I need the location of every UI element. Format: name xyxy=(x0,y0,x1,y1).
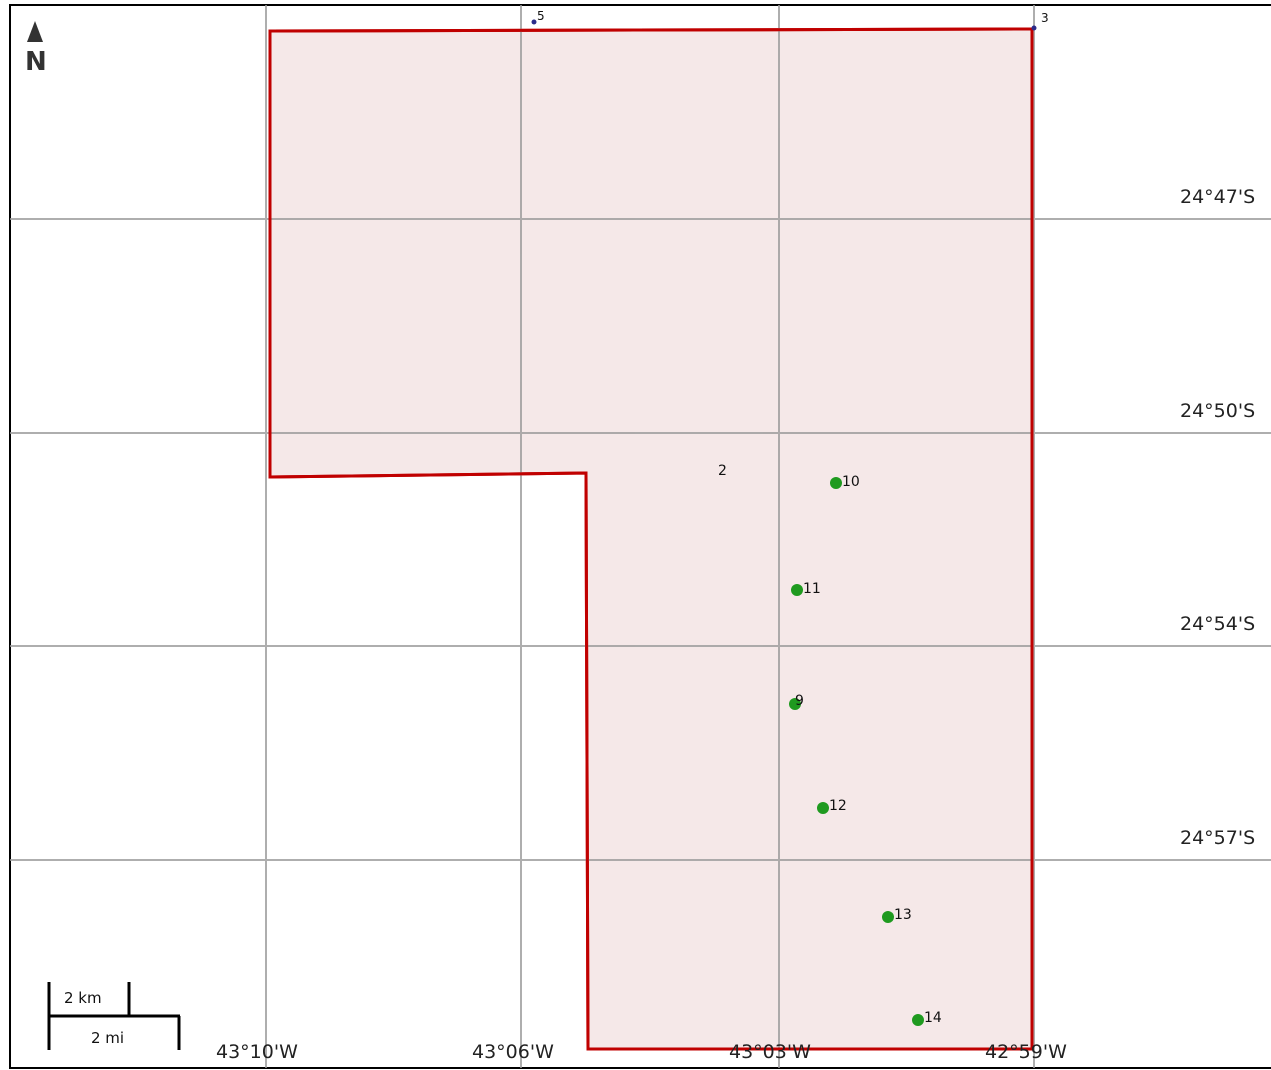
scale-km-label: 2 km xyxy=(64,989,102,1007)
north-arrow: N xyxy=(25,21,47,77)
point-11[interactable]: 11 xyxy=(791,581,821,597)
lat-label-3: 24°54'S xyxy=(1180,613,1255,635)
north-label: N xyxy=(25,47,47,77)
vertex-marker-icon xyxy=(531,19,537,25)
lat-label-1: 24°47'S xyxy=(1180,186,1255,208)
north-arrow-icon xyxy=(27,21,43,42)
vertex-label-5: 5 xyxy=(537,9,545,23)
point-marker-icon xyxy=(791,584,803,596)
point-13[interactable]: 13 xyxy=(882,907,912,923)
point-label-11: 11 xyxy=(803,581,821,597)
polygon-label: 2 xyxy=(718,463,727,479)
vertex-marker-icon xyxy=(1031,25,1037,31)
point-label-13: 13 xyxy=(894,907,912,923)
point-label-12: 12 xyxy=(829,798,847,814)
point-marker-icon xyxy=(830,477,842,489)
lat-label-4: 24°57'S xyxy=(1180,827,1255,849)
point-marker-icon xyxy=(789,698,801,710)
point-label-9: 9 xyxy=(795,693,804,709)
vertex-marker-3[interactable]: 3 xyxy=(1031,11,1049,31)
point-10[interactable]: 10 xyxy=(830,474,860,490)
lon-label-4: 42°59'W xyxy=(985,1041,1067,1063)
scale-bar xyxy=(47,982,181,1050)
point-marker-icon xyxy=(817,802,829,814)
point-marker-icon xyxy=(882,911,894,923)
lon-label-1: 43°10'W xyxy=(216,1041,298,1063)
lon-label-3: 43°03'W xyxy=(729,1041,811,1063)
vertex-marker-5[interactable]: 5 xyxy=(531,9,545,25)
point-label-10: 10 xyxy=(842,474,860,490)
point-14[interactable]: 14 xyxy=(912,1010,942,1026)
point-label-14: 14 xyxy=(924,1010,942,1026)
point-12[interactable]: 12 xyxy=(817,798,847,814)
lon-label-2: 43°06'W xyxy=(472,1041,554,1063)
graticule xyxy=(10,5,1271,1068)
scale-mi-label: 2 mi xyxy=(91,1029,124,1047)
point-marker-icon xyxy=(912,1014,924,1026)
lat-label-2: 24°50'S xyxy=(1180,400,1255,422)
point-9[interactable]: 9 xyxy=(789,693,804,710)
vertex-label-3: 3 xyxy=(1041,11,1049,25)
